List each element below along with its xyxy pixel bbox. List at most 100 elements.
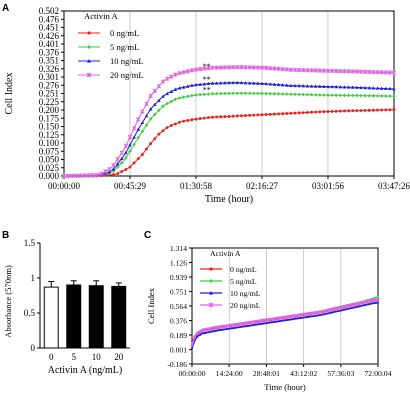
data-point-a <box>296 67 302 73</box>
bar-5 <box>66 284 82 349</box>
data-point-c <box>262 318 266 322</box>
data-point-a <box>276 82 281 87</box>
data-point-c <box>366 303 369 306</box>
data-point-a <box>198 117 202 121</box>
data-point-a <box>144 101 149 106</box>
y-tick-label-a: 0.100 <box>39 138 60 148</box>
y-tick-label-a: 0.150 <box>39 122 60 132</box>
data-point-a <box>305 84 310 88</box>
y-tick-label-b: 0.5 <box>24 308 36 318</box>
data-point-a <box>255 65 261 70</box>
data-point-a <box>161 129 165 133</box>
data-point-a <box>215 115 219 119</box>
data-point-a <box>140 109 145 114</box>
data-point-a <box>392 87 396 91</box>
data-point-a <box>111 163 116 168</box>
data-point-a <box>289 83 293 88</box>
data-point-a <box>383 70 388 75</box>
y-tick-label-a: 0.401 <box>39 39 59 49</box>
data-point-c <box>206 327 210 331</box>
x-axis-label-a: Time (hour) <box>205 194 253 205</box>
data-point-a <box>388 108 392 112</box>
data-point-a <box>185 94 190 99</box>
data-point-a <box>222 65 228 70</box>
data-point-a <box>112 173 115 177</box>
data-point-c <box>373 298 377 302</box>
data-point-a <box>247 81 252 85</box>
data-point-c <box>344 307 348 311</box>
data-point-a <box>90 173 96 178</box>
data-point-a <box>346 69 351 74</box>
data-point-a <box>330 84 334 89</box>
data-point-a <box>281 112 285 116</box>
data-point-a <box>186 119 190 122</box>
data-point-a <box>119 156 124 161</box>
data-point-a <box>111 169 116 173</box>
data-point-a <box>140 129 145 134</box>
data-point-c <box>278 316 282 320</box>
data-point-a <box>223 115 227 119</box>
data-point-a <box>330 93 334 98</box>
data-point-c <box>320 309 324 314</box>
data-point-c <box>259 319 263 323</box>
data-point-c <box>203 331 207 334</box>
data-point-a <box>342 69 347 74</box>
data-point-a <box>194 117 198 121</box>
data-point-c <box>349 303 354 307</box>
data-point-c <box>283 315 287 319</box>
data-point-c <box>243 321 247 325</box>
data-point-a <box>392 108 396 112</box>
data-point-a <box>206 81 211 86</box>
data-point-c <box>302 316 305 319</box>
data-point-a <box>375 70 380 75</box>
data-point-c <box>241 325 244 328</box>
data-point-c <box>281 319 284 322</box>
data-point-c <box>254 323 258 326</box>
data-point-a <box>169 99 174 104</box>
data-point-a <box>239 80 244 85</box>
data-point-a <box>210 81 215 85</box>
y-tick-label-c: 1.314 <box>170 244 187 253</box>
data-point-a <box>367 108 371 112</box>
data-point-a <box>392 94 396 98</box>
data-point-a <box>119 160 124 165</box>
data-point-c <box>209 330 212 333</box>
data-point-c <box>190 346 194 350</box>
legend-marker-a <box>87 59 91 63</box>
data-point-a <box>210 92 215 96</box>
data-point-a <box>293 83 297 88</box>
y-tick-label-a: 0.025 <box>39 163 60 173</box>
data-point-c <box>275 316 279 320</box>
y-tick-label-a: 0.000 <box>39 171 60 181</box>
data-point-a <box>152 112 157 117</box>
data-point-c <box>336 309 340 313</box>
x-axis-label-c: Time (hour) <box>264 382 306 392</box>
data-point-a <box>128 149 132 153</box>
data-point-a <box>177 71 182 76</box>
data-point-a <box>363 108 367 112</box>
data-point-a <box>346 93 351 98</box>
data-point-a <box>264 91 268 96</box>
data-point-c <box>333 306 338 311</box>
data-point-a <box>223 81 227 85</box>
data-point-a <box>388 94 392 98</box>
data-point-a <box>214 65 219 70</box>
panel-label-a: A <box>2 3 9 14</box>
data-point-c <box>309 311 314 315</box>
x-tick-label-c: 00:00:00 <box>178 369 205 378</box>
data-point-a <box>124 156 128 160</box>
data-point-a <box>127 134 133 140</box>
data-point-a <box>280 92 285 96</box>
data-point-a <box>355 93 359 98</box>
data-point-a <box>301 111 305 115</box>
data-point-c <box>355 305 359 308</box>
data-point-a <box>251 91 256 96</box>
data-point-c <box>365 299 370 304</box>
data-point-a <box>297 111 301 115</box>
data-point-a <box>247 91 252 96</box>
data-point-c <box>312 311 316 315</box>
data-point-a <box>173 97 178 102</box>
data-point-c <box>235 326 239 329</box>
data-point-a <box>263 65 269 71</box>
data-point-a <box>264 113 268 116</box>
